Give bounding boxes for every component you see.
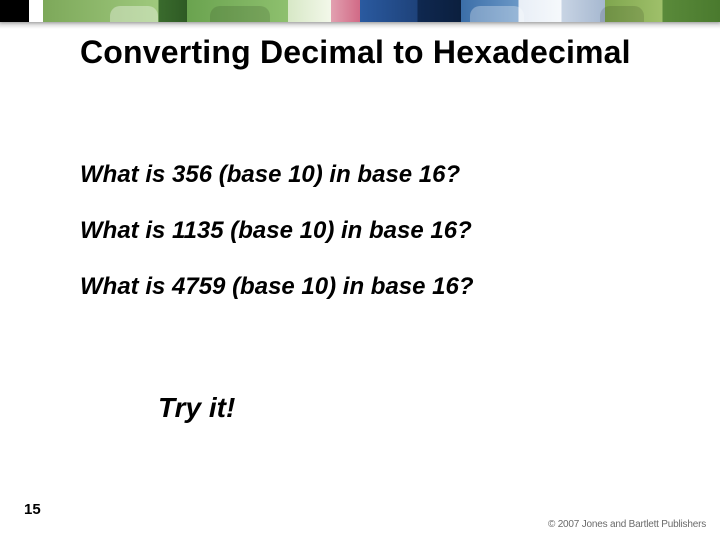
slide-body: What is 356 (base 10) in base 16? What i… <box>80 160 680 328</box>
banner-bump <box>110 6 158 22</box>
slide-title: Converting Decimal to Hexadecimal <box>80 34 700 71</box>
banner-bump <box>210 6 270 22</box>
question-1: What is 356 (base 10) in base 16? <box>80 160 680 190</box>
decorative-banner <box>0 0 720 22</box>
question-2: What is 1135 (base 10) in base 16? <box>80 216 680 246</box>
slide: Converting Decimal to Hexadecimal What i… <box>0 0 720 540</box>
question-3: What is 4759 (base 10) in base 16? <box>80 272 680 302</box>
try-it-prompt: Try it! <box>158 392 235 424</box>
banner-bump <box>600 6 644 22</box>
copyright-text: © 2007 Jones and Bartlett Publishers <box>548 519 706 530</box>
banner-bump <box>470 6 524 22</box>
banner-shapes <box>0 0 720 22</box>
page-number: 15 <box>24 501 41 518</box>
